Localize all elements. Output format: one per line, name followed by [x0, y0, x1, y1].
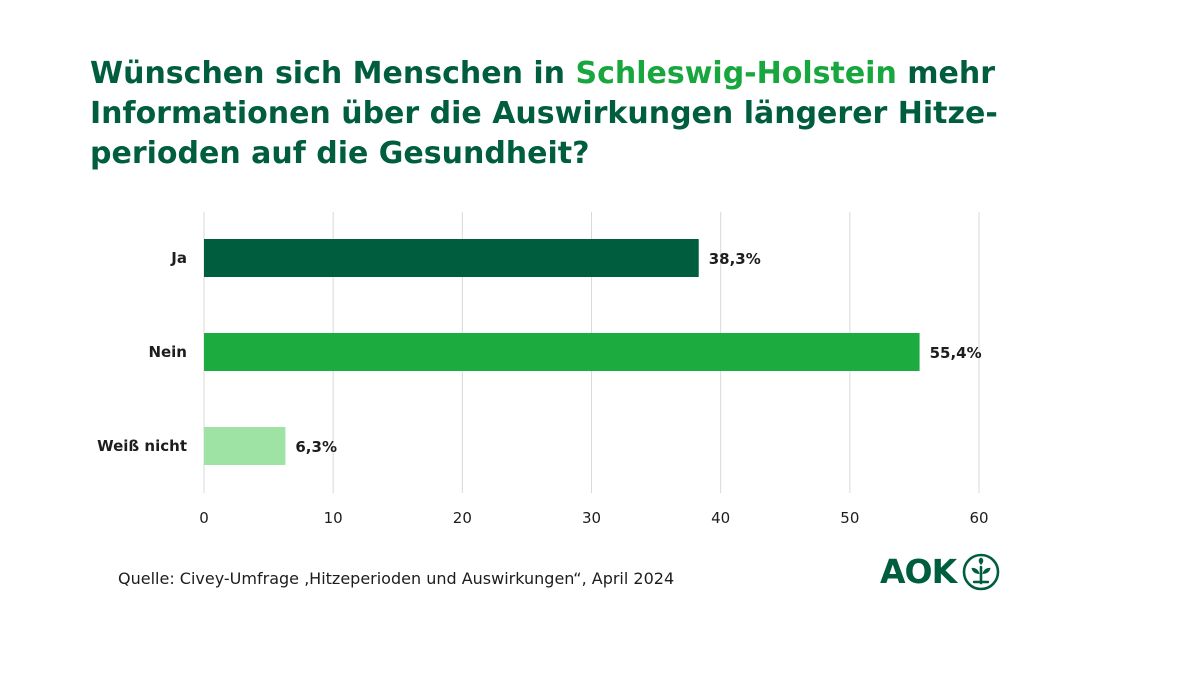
x-tick-label-30: 30 — [582, 509, 601, 527]
bar-2 — [204, 333, 920, 371]
title-part-2: mehr Informationen über die Auswirkungen… — [90, 56, 998, 171]
x-tick-label-60: 60 — [969, 509, 988, 527]
aok-tree-icon — [962, 553, 1000, 591]
x-tick-label-0: 0 — [199, 509, 209, 527]
title-highlight: Schleswig-Holstein — [575, 56, 897, 91]
value-label-3: 6,3% — [295, 438, 337, 456]
category-label-1: Ja — [170, 249, 187, 267]
x-tick-label-50: 50 — [840, 509, 859, 527]
x-tick-label-40: 40 — [711, 509, 730, 527]
value-label-1: 38,3% — [709, 250, 761, 268]
bar-1 — [204, 239, 699, 277]
bar-3 — [204, 427, 286, 465]
category-label-2: Nein — [148, 343, 187, 361]
x-tick-label-10: 10 — [324, 509, 343, 527]
source-note: Quelle: Civey-Umfrage ‚Hitzeperioden und… — [118, 569, 675, 588]
value-label-2: 55,4% — [930, 344, 982, 362]
chart-title: Wünschen sich Menschen in Schleswig-Hols… — [90, 54, 1050, 174]
category-label-3: Weiß nicht — [97, 437, 187, 455]
logo-text: AOK — [880, 552, 957, 591]
x-tick-label-20: 20 — [453, 509, 472, 527]
aok-logo: AOK — [880, 550, 1000, 594]
title-part-1: Wünschen sich Menschen in — [90, 56, 576, 91]
